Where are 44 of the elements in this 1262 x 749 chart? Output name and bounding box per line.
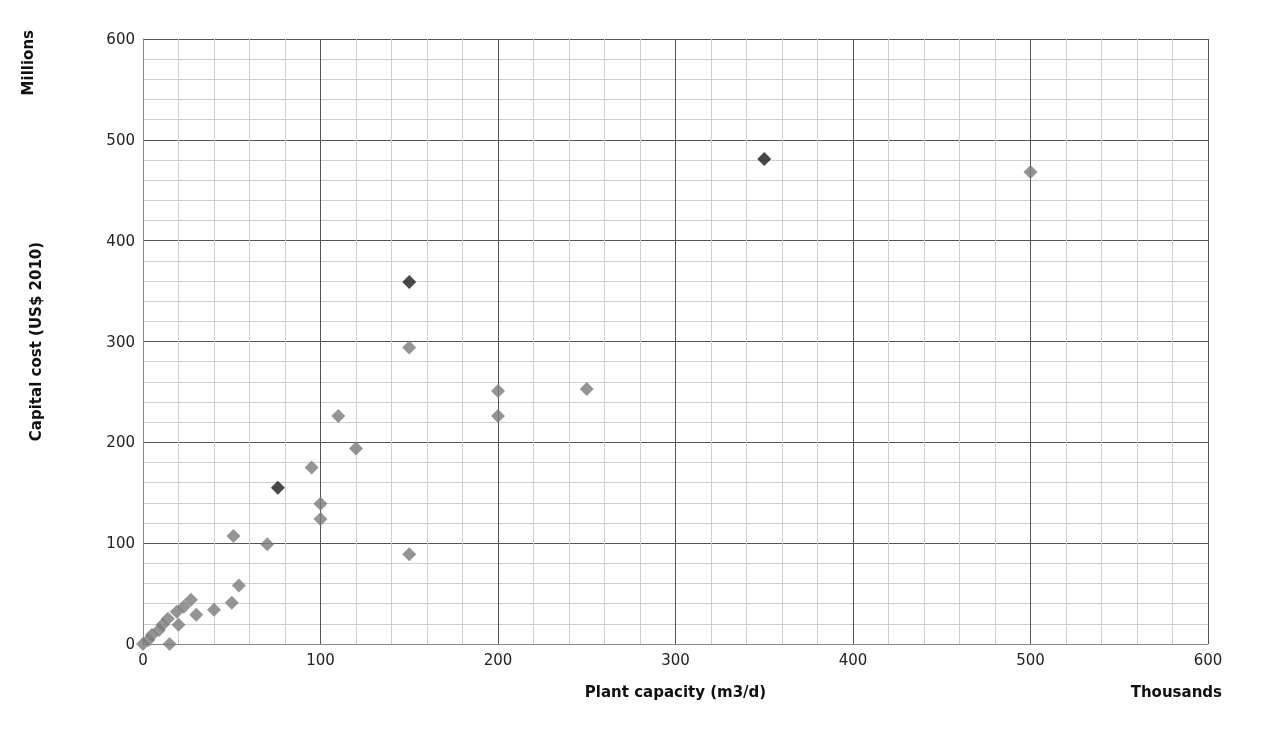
point xyxy=(260,537,275,552)
point xyxy=(313,496,328,511)
point xyxy=(757,151,772,166)
point xyxy=(313,511,328,526)
point xyxy=(331,409,346,424)
x-tick-label: 300 xyxy=(661,650,690,669)
text: Thousands xyxy=(1130,682,1223,701)
y-tick-label: 500 xyxy=(106,130,135,149)
point xyxy=(183,592,198,607)
point xyxy=(1023,165,1038,180)
y-tick-label: 0 xyxy=(125,635,135,653)
point xyxy=(579,381,594,396)
x-axis-title: Plant capacity (m3/d) xyxy=(584,682,767,701)
point xyxy=(402,275,417,290)
point xyxy=(226,529,241,544)
y-axis-title: Capital cost (US$ 2010) xyxy=(26,241,45,442)
point xyxy=(162,637,177,651)
point xyxy=(304,460,319,475)
x-tick-label: 500 xyxy=(1016,650,1045,669)
y-tick-label: 200 xyxy=(106,433,135,452)
point xyxy=(224,595,239,610)
point xyxy=(402,547,417,562)
x-tick-label: 100 xyxy=(306,650,335,669)
y-tick-label: 400 xyxy=(106,231,135,250)
point xyxy=(491,383,505,398)
point xyxy=(231,578,246,593)
point xyxy=(207,602,221,617)
y-tick-label: 300 xyxy=(106,332,135,351)
x-tick-label: 0 xyxy=(138,650,148,669)
x-tick-label: 400 xyxy=(838,650,868,669)
point xyxy=(402,340,417,355)
y-tick-label: 100 xyxy=(106,534,135,553)
point xyxy=(160,611,175,626)
point xyxy=(270,480,285,495)
point xyxy=(349,441,363,456)
text: Millions xyxy=(19,29,37,96)
point xyxy=(176,599,191,614)
y-tick-label: 600 xyxy=(106,30,135,48)
point xyxy=(189,607,204,622)
point xyxy=(171,617,186,632)
point xyxy=(491,409,505,424)
x-tick-label: 200 xyxy=(483,650,513,669)
x-tick-label: 600 xyxy=(1193,650,1223,669)
point xyxy=(144,627,159,642)
